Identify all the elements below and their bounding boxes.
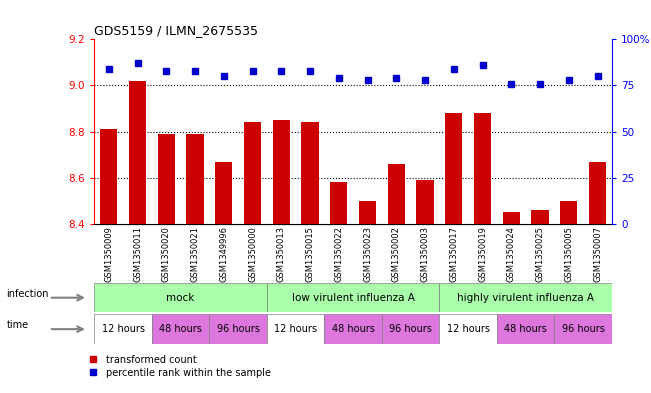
Text: 96 hours: 96 hours bbox=[562, 324, 605, 334]
Bar bbox=[439, 314, 497, 344]
Bar bbox=[503, 213, 520, 224]
Legend: transformed count, percentile rank within the sample: transformed count, percentile rank withi… bbox=[83, 354, 271, 378]
Bar bbox=[100, 129, 117, 224]
Bar bbox=[215, 162, 232, 224]
Bar bbox=[474, 113, 491, 224]
Text: GSM1350020: GSM1350020 bbox=[162, 226, 171, 282]
Bar bbox=[445, 113, 462, 224]
Text: GSM1350025: GSM1350025 bbox=[536, 226, 544, 282]
Bar bbox=[589, 162, 606, 224]
Text: GSM1350017: GSM1350017 bbox=[449, 226, 458, 282]
Text: GSM1350003: GSM1350003 bbox=[421, 226, 430, 282]
Text: GSM1350011: GSM1350011 bbox=[133, 226, 142, 282]
Text: low virulent influenza A: low virulent influenza A bbox=[292, 293, 415, 303]
Text: GSM1350007: GSM1350007 bbox=[593, 226, 602, 282]
Bar bbox=[210, 314, 267, 344]
Bar bbox=[560, 201, 577, 224]
Bar bbox=[531, 210, 549, 224]
Bar bbox=[158, 134, 175, 224]
Bar bbox=[152, 314, 210, 344]
Bar bbox=[555, 314, 612, 344]
Text: 96 hours: 96 hours bbox=[217, 324, 260, 334]
Bar bbox=[497, 314, 555, 344]
Bar bbox=[94, 283, 267, 312]
Bar bbox=[330, 182, 348, 224]
Text: GSM1350013: GSM1350013 bbox=[277, 226, 286, 282]
Text: 12 hours: 12 hours bbox=[447, 324, 490, 334]
Text: mock: mock bbox=[167, 293, 195, 303]
Text: GSM1350019: GSM1350019 bbox=[478, 226, 487, 282]
Text: GSM1350009: GSM1350009 bbox=[104, 226, 113, 282]
Text: 48 hours: 48 hours bbox=[332, 324, 374, 334]
Text: GSM1350023: GSM1350023 bbox=[363, 226, 372, 282]
Text: highly virulent influenza A: highly virulent influenza A bbox=[457, 293, 594, 303]
Bar bbox=[382, 314, 439, 344]
Bar bbox=[301, 122, 318, 224]
Text: GSM1350022: GSM1350022 bbox=[335, 226, 343, 282]
Text: 12 hours: 12 hours bbox=[274, 324, 317, 334]
Text: GSM1350024: GSM1350024 bbox=[507, 226, 516, 282]
Text: 48 hours: 48 hours bbox=[159, 324, 202, 334]
Text: infection: infection bbox=[7, 289, 49, 299]
Text: 48 hours: 48 hours bbox=[505, 324, 547, 334]
Bar bbox=[186, 134, 204, 224]
Bar bbox=[388, 164, 405, 224]
Text: GSM1350002: GSM1350002 bbox=[392, 226, 401, 282]
Bar bbox=[324, 314, 382, 344]
Bar bbox=[267, 283, 439, 312]
Text: GSM1350000: GSM1350000 bbox=[248, 226, 257, 282]
Bar bbox=[417, 180, 434, 224]
Bar bbox=[267, 314, 324, 344]
Bar bbox=[94, 314, 152, 344]
Bar bbox=[359, 201, 376, 224]
Text: 96 hours: 96 hours bbox=[389, 324, 432, 334]
Text: GSM1350015: GSM1350015 bbox=[305, 226, 314, 282]
Bar bbox=[244, 122, 261, 224]
Text: GSM1350005: GSM1350005 bbox=[564, 226, 574, 282]
Text: GSM1349996: GSM1349996 bbox=[219, 226, 229, 282]
Text: GDS5159 / ILMN_2675535: GDS5159 / ILMN_2675535 bbox=[94, 24, 258, 37]
Text: 12 hours: 12 hours bbox=[102, 324, 145, 334]
Bar bbox=[439, 283, 612, 312]
Bar bbox=[129, 81, 146, 224]
Text: time: time bbox=[7, 320, 29, 330]
Bar bbox=[273, 120, 290, 224]
Text: GSM1350021: GSM1350021 bbox=[191, 226, 199, 282]
